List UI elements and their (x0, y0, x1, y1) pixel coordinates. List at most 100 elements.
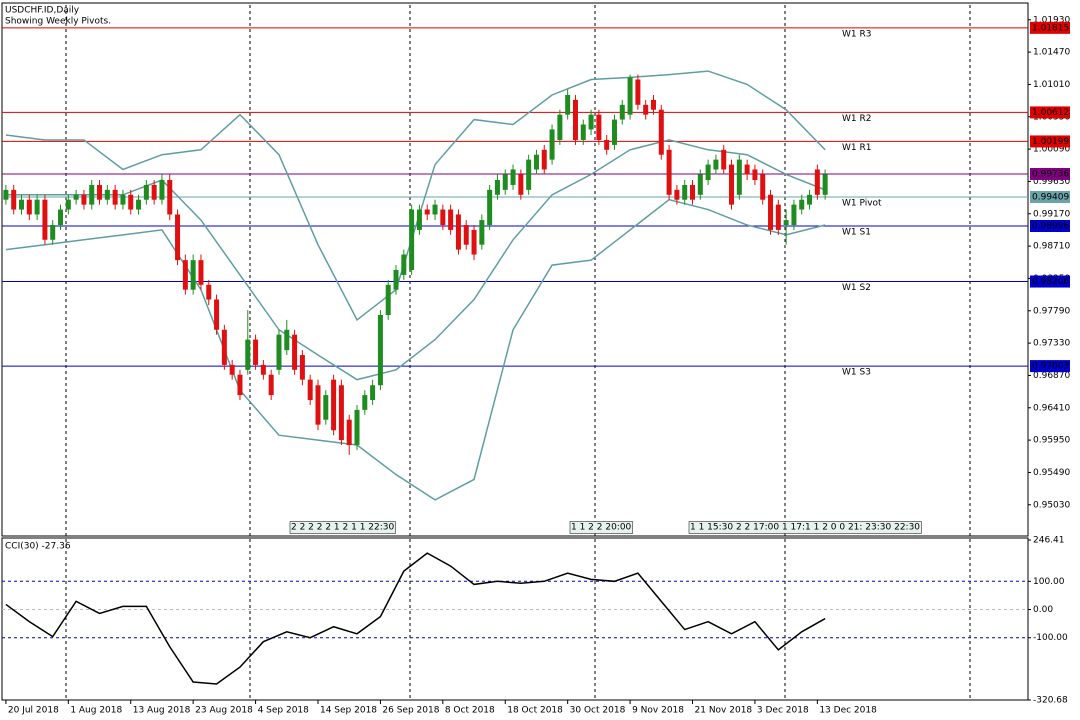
candle-body (471, 229, 477, 255)
candle-body (3, 189, 9, 200)
candle-body (19, 199, 25, 210)
pivot-name: W1 S3 (842, 368, 871, 378)
pivot-price-box (1030, 135, 1070, 148)
x-tick-label: 23 Aug 2018 (195, 706, 253, 716)
candle-body (34, 199, 40, 215)
chart-subtitle: Showing Weekly Pivots. (5, 17, 111, 27)
candle-body (440, 209, 446, 226)
candle-body (682, 184, 688, 200)
pivot-name: W1 S1 (842, 227, 871, 237)
x-tick-label: 8 Oct 2018 (445, 706, 495, 716)
candle-body (104, 189, 110, 200)
pivot-price-label: 1.01815 (1032, 23, 1069, 33)
candle-body (198, 260, 204, 285)
candle-body (393, 270, 399, 290)
candle-body (346, 419, 352, 446)
candle-body (448, 209, 454, 230)
period-marker: 2 2 2 2 2 1 2 1 1 22:30 (291, 523, 394, 533)
candle-body (182, 260, 188, 290)
candle-body (323, 395, 329, 420)
pivot-price-box (1030, 219, 1070, 232)
candle-body (229, 364, 235, 375)
pivot-price-label: 0.98206 (1032, 277, 1069, 287)
candle-body (401, 254, 407, 275)
candle-body (206, 284, 212, 300)
candle-body (502, 174, 508, 190)
y-tick-label: 0.96410 (1033, 403, 1070, 413)
candle-body (307, 379, 313, 401)
pivot-price-label: 1.00612 (1032, 108, 1069, 118)
candle-body (175, 214, 181, 261)
candle-body (58, 209, 64, 226)
pivot-price-box (1030, 275, 1070, 288)
price-box (1030, 167, 1070, 180)
candle-body (635, 79, 641, 105)
candle-body (807, 194, 813, 205)
candle-body (112, 189, 118, 205)
candle-body (42, 199, 48, 240)
candle-body (690, 184, 696, 200)
price-label: 0.99736 (1032, 169, 1069, 179)
candle-body (143, 184, 149, 200)
candle-body (549, 129, 555, 160)
y-tick-label: 1.01470 (1033, 48, 1070, 58)
candle-body (697, 174, 703, 195)
candle-body (331, 379, 337, 431)
candle-body (674, 189, 680, 200)
indicator-y-tick-label: 246.41 (1033, 536, 1065, 546)
candle-body (292, 334, 298, 370)
indicator-y-tick-label: 100.00 (1033, 577, 1065, 587)
candle-body (541, 149, 547, 170)
x-tick-label: 1 Aug 2018 (70, 706, 122, 716)
y-tick-label: 0.99170 (1033, 209, 1070, 219)
candle-body (89, 184, 95, 205)
candle-body (432, 204, 438, 215)
candle-body (299, 355, 305, 380)
y-tick-label: 0.99630 (1033, 177, 1070, 187)
y-tick-label: 0.95950 (1033, 436, 1070, 446)
candle-body (518, 174, 524, 195)
candle-body (572, 99, 578, 140)
candle-body (245, 339, 251, 370)
x-tick-label: 30 Oct 2018 (570, 706, 626, 716)
candle-body (775, 204, 781, 230)
candle-body (799, 199, 805, 210)
candle-body (97, 184, 103, 200)
period-marker: 1 1 2 2 20:00 (571, 523, 632, 533)
candle-body (814, 169, 820, 195)
candle-body (557, 114, 563, 140)
y-tick-label: 1.01010 (1033, 80, 1070, 90)
y-tick-label: 0.95490 (1033, 468, 1070, 478)
candle-body (479, 220, 485, 245)
candle-body (526, 159, 532, 190)
period-marker-box (289, 521, 396, 534)
pivot-price-box (1030, 190, 1070, 203)
x-tick-label: 21 Nov 2018 (695, 706, 753, 716)
candle-body (494, 180, 500, 195)
pivot-name: W1 R2 (842, 114, 871, 124)
pivot-name: W1 S2 (842, 283, 871, 293)
candle-body (284, 329, 290, 351)
candle-body (736, 159, 742, 195)
x-tick-label: 18 Oct 2018 (507, 706, 563, 716)
candle-body (510, 169, 516, 185)
candle-body (253, 339, 259, 365)
candle-body (370, 385, 376, 401)
candle-body (221, 329, 227, 365)
y-tick-label: 0.98710 (1033, 242, 1070, 252)
separators (65, 5, 971, 700)
indicator-y-tick-label: -100.00 (1033, 633, 1068, 643)
indicator-frame (1, 537, 1029, 701)
y-tick-label: 1.00090 (1033, 145, 1070, 155)
candle-body (128, 194, 134, 210)
candle-body (729, 164, 735, 205)
pivot-name: W1 Pivot (842, 198, 882, 208)
pivot-price-box (1030, 106, 1070, 119)
pivot-name: W1 R1 (842, 143, 871, 153)
candle-body (190, 260, 196, 290)
x-tick-label: 13 Aug 2018 (133, 706, 191, 716)
candle-body (73, 194, 79, 200)
candle-body (362, 395, 368, 410)
x-tick-label: 4 Sep 2018 (258, 706, 310, 716)
